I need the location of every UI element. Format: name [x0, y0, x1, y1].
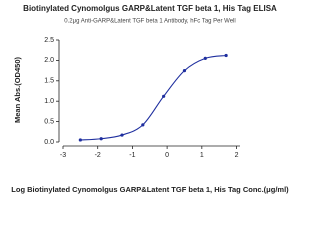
chart-title: Biotinylated Cynomolgus GARP&Latent TGF …	[23, 4, 277, 13]
y-tick-label: 1.5	[44, 78, 54, 85]
data-point	[141, 123, 145, 127]
x-axis-label: Log Biotinylated Cynomolgus GARP&Latent …	[11, 185, 289, 194]
data-point	[162, 94, 166, 98]
data-point	[78, 138, 82, 142]
x-tick-label: 0	[165, 152, 169, 159]
chart: Biotinylated Cynomolgus GARP&Latent TGF …	[11, 4, 289, 194]
x-tick-label: 1	[200, 152, 204, 159]
y-tick-label: 2.0	[44, 57, 54, 64]
chart-subtitle: 0.2μg Anti-GARP&Latent TGF beta 1 Antibo…	[64, 19, 235, 25]
x-tick-label: -3	[60, 152, 66, 159]
x-tick-label: -1	[129, 152, 135, 159]
data-point	[99, 137, 103, 141]
y-tick-label: 0.5	[44, 118, 54, 125]
data-point	[203, 56, 207, 60]
x-tick-label: 2	[235, 152, 239, 159]
data-point	[224, 53, 228, 58]
data-point	[120, 133, 124, 137]
y-axis-label: Mean Abs.(OD450)	[13, 57, 22, 123]
y-tick-label: 1.0	[44, 98, 54, 105]
data-point	[182, 69, 187, 73]
y-tick-label: 0.0	[44, 139, 54, 146]
fit-curve	[80, 54, 227, 141]
y-tick-label: 2.5	[44, 37, 54, 44]
x-tick-label: -2	[95, 152, 101, 159]
